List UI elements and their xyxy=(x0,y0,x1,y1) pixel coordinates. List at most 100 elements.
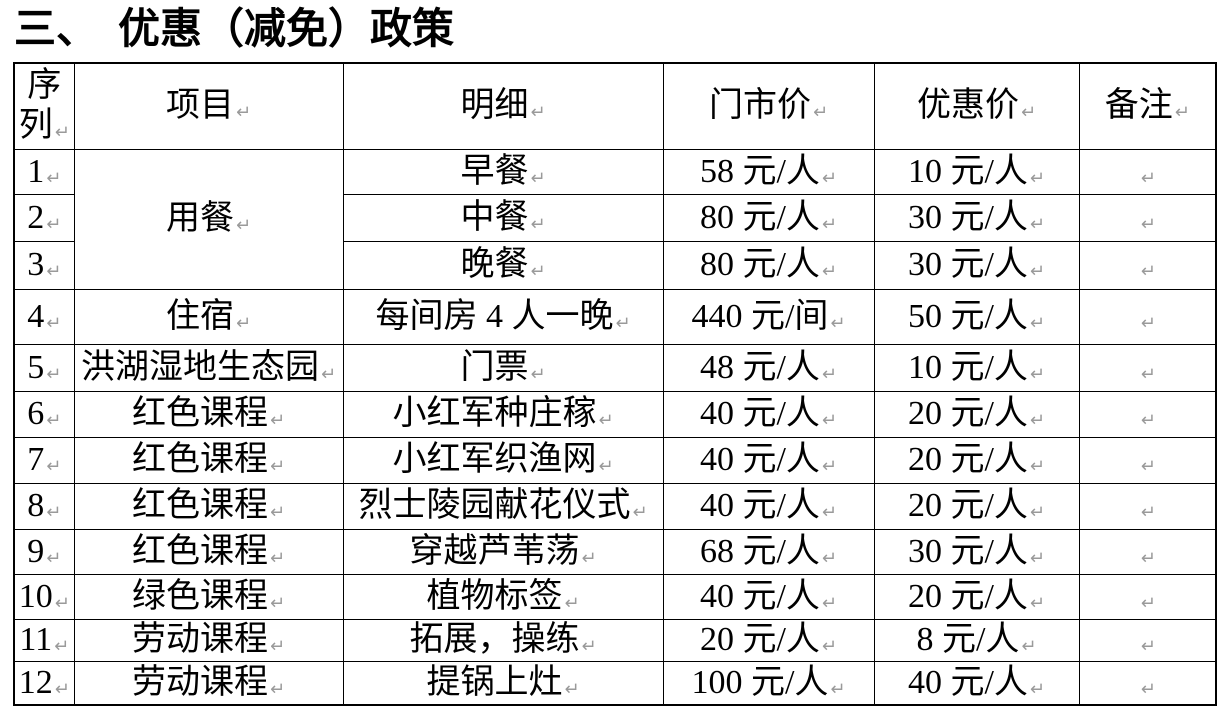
discount-price-cell: 20 元/人 ↵ xyxy=(873,483,1080,530)
retail-price-cell: 20 元/人 ↵ xyxy=(662,619,875,662)
paragraph-mark: ↵ xyxy=(530,363,546,385)
detail-cell: 拓展，操练 ↵ xyxy=(342,619,664,662)
detail-cell: 中餐 ↵ xyxy=(342,194,664,242)
paragraph-mark: ↵ xyxy=(1029,678,1046,700)
paragraph-mark: ↵ xyxy=(1029,410,1046,432)
title-number: 三、 xyxy=(14,5,99,52)
note-cell: ↵ xyxy=(1078,529,1217,575)
table-row: 2 ↵ 中餐 ↵ 80 元/人 ↵ 30 元/人 ↵ ↵ xyxy=(13,194,1217,242)
paragraph-mark: ↵ xyxy=(1029,547,1046,569)
paragraph-mark: ↵ xyxy=(54,678,70,700)
paragraph-mark: ↵ xyxy=(1140,410,1156,432)
detail-cell: 植物标签 ↵ xyxy=(342,574,664,620)
seq-cell: 4 ↵ xyxy=(13,289,75,345)
note-cell: ↵ xyxy=(1078,241,1217,290)
paragraph-mark: ↵ xyxy=(1140,636,1156,658)
paragraph-mark: ↵ xyxy=(821,456,838,478)
paragraph-mark: ↵ xyxy=(821,213,838,235)
paragraph-mark: ↵ xyxy=(821,410,838,432)
project-cell: 红色课程 ↵ xyxy=(73,391,344,438)
paragraph-mark: ↵ xyxy=(821,261,838,283)
discount-policy-table: 序列 ↵ 项目 ↵ 明细 ↵ 门市价 ↵ 优惠价 ↵ 备注 ↵ 1 ↵ 用餐 ↵ 早餐 ↵ 58 … xyxy=(13,61,1217,706)
header-note: 备注 ↵ xyxy=(1078,62,1217,150)
table-row: 4 ↵ 住宿 ↵ 每间房 4 人一晚 ↵ 440 元/间 ↵ 50 元/人 ↵ ↵ xyxy=(13,289,1217,345)
paragraph-mark: ↵ xyxy=(1140,167,1156,189)
paragraph-mark: ↵ xyxy=(269,592,286,614)
paragraph-mark: ↵ xyxy=(598,410,614,432)
discount-price-cell: 10 元/人 ↵ xyxy=(873,149,1080,195)
paragraph-mark: ↵ xyxy=(46,363,62,385)
detail-cell: 小红军织渔网 ↵ xyxy=(342,437,664,484)
note-cell: ↵ xyxy=(1078,194,1217,242)
title-text: 优惠（减免）政策 xyxy=(118,5,455,52)
paragraph-mark: ↵ xyxy=(46,167,62,189)
paragraph-mark: ↵ xyxy=(1140,547,1156,569)
paragraph-mark: ↵ xyxy=(269,502,286,524)
paragraph-mark: ↵ xyxy=(1140,312,1156,334)
paragraph-mark: ↵ xyxy=(54,592,70,614)
paragraph-mark: ↵ xyxy=(1029,592,1046,614)
seq-cell: 11 ↵ xyxy=(13,619,75,662)
project-cell: 住宿 ↵ xyxy=(73,289,344,345)
note-cell: ↵ xyxy=(1078,289,1217,345)
table-row: 10 ↵ 绿色课程 ↵ 植物标签 ↵ 40 元/人 ↵ 20 元/人 ↵ ↵ xyxy=(13,574,1217,620)
paragraph-mark: ↵ xyxy=(530,102,546,124)
paragraph-mark: ↵ xyxy=(821,502,838,524)
seq-cell: 9 ↵ xyxy=(13,529,75,575)
paragraph-mark: ↵ xyxy=(1029,456,1046,478)
paragraph-mark: ↵ xyxy=(269,636,286,658)
note-cell: ↵ xyxy=(1078,344,1217,392)
retail-price-cell: 40 元/人 ↵ xyxy=(662,437,875,484)
retail-price-cell: 100 元/人 ↵ xyxy=(662,661,875,705)
retail-price-cell: 80 元/人 ↵ xyxy=(662,194,875,242)
note-cell: ↵ xyxy=(1078,391,1217,438)
paragraph-mark: ↵ xyxy=(320,363,337,385)
seq-cell: 6 ↵ xyxy=(13,391,75,438)
header-retail-price: 门市价 ↵ xyxy=(662,62,875,150)
paragraph-mark: ↵ xyxy=(235,102,252,124)
project-cell: 劳动课程 ↵ xyxy=(73,619,344,662)
note-cell: ↵ xyxy=(1078,619,1217,662)
paragraph-mark: ↵ xyxy=(46,213,62,235)
paragraph-mark: ↵ xyxy=(821,547,838,569)
paragraph-mark: ↵ xyxy=(598,456,614,478)
paragraph-mark: ↵ xyxy=(1174,102,1190,124)
paragraph-mark: ↵ xyxy=(1140,261,1156,283)
paragraph-mark: ↵ xyxy=(1140,363,1156,385)
header-project: 项目 ↵ xyxy=(73,62,344,150)
paragraph-mark: ↵ xyxy=(46,410,62,432)
discount-price-cell: 50 元/人 ↵ xyxy=(873,289,1080,345)
paragraph-mark: ↵ xyxy=(581,636,597,658)
retail-price-cell: 58 元/人 ↵ xyxy=(662,149,875,195)
paragraph-mark: ↵ xyxy=(564,678,580,700)
paragraph-mark: ↵ xyxy=(46,547,62,569)
note-cell: ↵ xyxy=(1078,574,1217,620)
paragraph-mark: ↵ xyxy=(269,547,286,569)
project-cell: 红色课程 ↵ xyxy=(73,483,344,530)
table-row: 7 ↵ 红色课程 ↵ 小红军织渔网 ↵ 40 元/人 ↵ 20 元/人 ↵ ↵ xyxy=(13,437,1217,484)
discount-price-cell: 8 元/人 ↵ xyxy=(873,619,1080,662)
discount-price-cell: 30 元/人 ↵ xyxy=(873,241,1080,290)
table-row: 8 ↵ 红色课程 ↵ 烈士陵园献花仪式 ↵ 40 元/人 ↵ 20 元/人 ↵ ↵ xyxy=(13,483,1217,530)
paragraph-mark: ↵ xyxy=(1020,102,1037,124)
paragraph-mark: ↵ xyxy=(1021,636,1037,658)
retail-price-cell: 40 元/人 ↵ xyxy=(662,574,875,620)
project-cell: 红色课程 ↵ xyxy=(73,437,344,484)
paragraph-mark: ↵ xyxy=(821,167,838,189)
paragraph-mark: ↵ xyxy=(564,592,580,614)
paragraph-mark: ↵ xyxy=(54,636,70,658)
note-cell: ↵ xyxy=(1078,437,1217,484)
note-cell: ↵ xyxy=(1078,661,1217,705)
project-cell: 红色课程 ↵ xyxy=(73,529,344,575)
paragraph-mark: ↵ xyxy=(46,312,62,334)
retail-price-cell: 40 元/人 ↵ xyxy=(662,391,875,438)
paragraph-mark: ↵ xyxy=(1029,213,1046,235)
paragraph-mark: ↵ xyxy=(615,312,631,334)
note-cell: ↵ xyxy=(1078,483,1217,530)
paragraph-mark: ↵ xyxy=(530,213,546,235)
paragraph-mark: ↵ xyxy=(1140,213,1156,235)
note-cell: ↵ xyxy=(1078,149,1217,195)
paragraph-mark: ↵ xyxy=(269,678,286,700)
paragraph-mark: ↵ xyxy=(530,261,546,283)
seq-cell: 8 ↵ xyxy=(13,483,75,530)
